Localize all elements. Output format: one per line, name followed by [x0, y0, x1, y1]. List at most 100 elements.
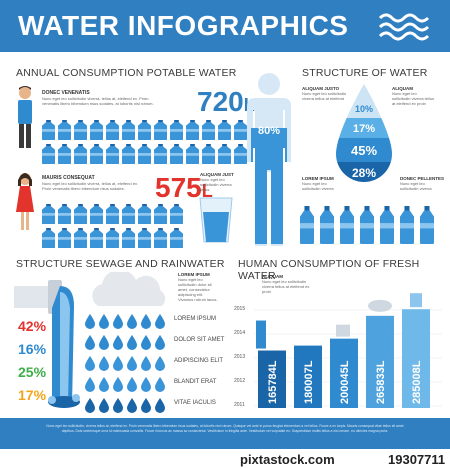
bottle-9: [170, 120, 183, 140]
bottle-6: [400, 206, 414, 244]
structure-desc-4: Nunc eget leo sollicitudin viverra: [400, 181, 432, 191]
fresh-water-chart: 2015 2014 2013 2012 2011 165784L 180007L 200045…: [234, 293, 442, 408]
rain-drop: [113, 335, 123, 350]
page-title: WATER INFOGRAPHICS: [18, 10, 349, 41]
bottle-1: [42, 120, 55, 140]
bar-2014: [366, 315, 394, 408]
sewage-percent-2: 16%: [18, 341, 47, 357]
rain-drop: [127, 314, 137, 329]
bottle-5: [106, 204, 119, 224]
man-description: Nunc eget leo sollicitudin viverra, tell…: [42, 96, 154, 106]
chart-description: Nunc eget leo sollicitudin viverra tellu…: [262, 279, 310, 294]
bottle-14: [42, 144, 55, 164]
y-tick-label: 2013: [234, 354, 245, 360]
y-tick-label: 2014: [234, 330, 245, 336]
structure-label-4: DONEC PELLENTES: [400, 176, 445, 181]
drop-label-1: LOREM IPSUM: [174, 316, 217, 322]
rain-drop: [141, 335, 151, 350]
glass-icon: [410, 293, 422, 308]
rain-drop: [155, 356, 165, 371]
sewage-percent-list: 42% 16% 25% 17%: [18, 318, 58, 410]
bottle-4: [90, 204, 103, 224]
rain-drop: [141, 314, 151, 329]
rain-drop: [141, 377, 151, 392]
bottle-3: [340, 206, 354, 244]
bar-value-label: 165784L: [267, 360, 279, 404]
woman-bottles: [42, 204, 183, 248]
man-icon: [18, 86, 32, 148]
structure-label-3: LOREM IPSUM: [302, 176, 334, 181]
structure-bottles: [300, 206, 434, 244]
bar-value-label: 285008L: [411, 360, 423, 404]
bottle-12: [218, 120, 231, 140]
rain-drop-grid: [85, 314, 165, 413]
drop-band-2: [336, 118, 392, 138]
drop-label-2: DOLOR SIT AMET: [174, 337, 225, 343]
drop-label-3: ADIPISCING ELIT: [174, 358, 224, 364]
rain-drop: [155, 335, 165, 350]
rain-drop: [99, 377, 109, 392]
rain-drop: [127, 377, 137, 392]
rain-drop: [155, 377, 165, 392]
bottle-6: [122, 120, 135, 140]
rain-drop: [127, 335, 137, 350]
glass-label: ALIQUAM JUST: [200, 172, 234, 177]
man-name: DONEC VENENATIS: [42, 90, 90, 96]
y-tick-label: 2012: [234, 378, 245, 384]
structure-desc-1: Nunc eget leo sollicitudin viverra tellu…: [302, 91, 347, 101]
rain-drop: [113, 314, 123, 329]
stock-brand: pixtastock.com: [240, 452, 335, 467]
bottle-1: [300, 206, 314, 244]
bottle-21: [154, 144, 167, 164]
rain-drop: [127, 356, 137, 371]
drop-band-4: [336, 162, 392, 182]
bar-2013: [330, 338, 358, 408]
bottle-2: [58, 120, 71, 140]
waves-icon: [378, 13, 430, 41]
bottle-18: [106, 144, 119, 164]
drop-percent-1: 10%: [355, 104, 373, 114]
woman-value: 575L: [155, 172, 213, 203]
bottle-12: [74, 228, 87, 248]
rain-drop: [113, 356, 123, 371]
cloud-icon: [92, 272, 166, 306]
bottle-4: [360, 206, 374, 244]
stock-id: 19307711: [388, 452, 446, 467]
bottle-14: [106, 228, 119, 248]
man-bottles: [42, 120, 247, 164]
drop-labels: LOREM IPSUM DOLOR SIT AMET ADIPISCING EL…: [174, 316, 234, 421]
rain-drop: [127, 398, 137, 413]
bottle-16: [74, 144, 87, 164]
rain-drop: [85, 314, 95, 329]
rain-drop: [99, 398, 109, 413]
bottle-10: [186, 120, 199, 140]
drop-label-4: BLANDIT ERAT: [174, 379, 217, 385]
footer-text: Nunc eget leo sollicitudin, viverra tell…: [46, 424, 404, 433]
bottle-17: [90, 144, 103, 164]
footer-bar: [0, 418, 450, 449]
bottle-2: [320, 206, 334, 244]
rain-drop: [99, 356, 109, 371]
rain-drop: [155, 398, 165, 413]
bottle-1: [42, 204, 55, 224]
bottle-8: [154, 204, 167, 224]
sewage-percent-4: 17%: [18, 387, 47, 403]
drop-percent-4: 28%: [352, 166, 376, 180]
bottle-3: [74, 204, 87, 224]
bottle-18: [170, 228, 183, 248]
bottle-10: [42, 228, 55, 248]
bottle-16: [138, 228, 151, 248]
bathtub-icon: [368, 299, 392, 312]
sewage-percent-1: 42%: [18, 318, 47, 334]
bottle-7: [420, 206, 434, 244]
rain-drop: [85, 335, 95, 350]
bottle-6: [122, 204, 135, 224]
bottle-11: [58, 228, 71, 248]
drop-percent-2: 17%: [353, 123, 375, 135]
structure-label-1: ALIQUAM JUSTO: [302, 86, 340, 91]
bottle-26: [234, 144, 247, 164]
structure-water-title: STRUCTURE OF WATER: [302, 67, 428, 79]
bottle-15: [122, 228, 135, 248]
body-percent: 80%: [258, 125, 280, 137]
bar-value-label: 180007L: [303, 360, 315, 404]
